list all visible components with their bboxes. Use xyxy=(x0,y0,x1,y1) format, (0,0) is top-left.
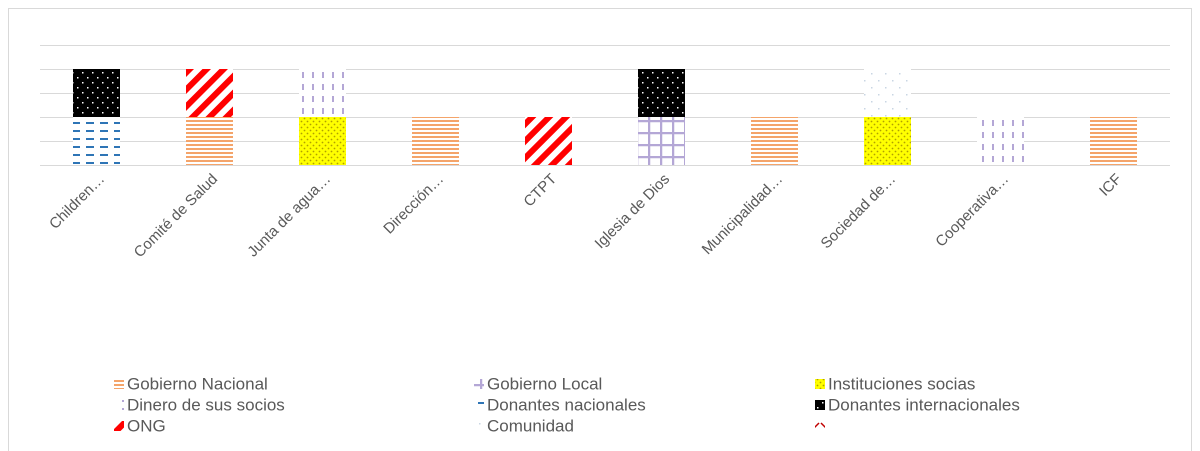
legend-label: Gobierno Nacional xyxy=(127,374,268,393)
x-tick-label: Comité de Salud xyxy=(131,171,221,261)
legend-swatch xyxy=(815,400,825,410)
bar-segment xyxy=(638,117,685,165)
legend-label: Donantes internacionales xyxy=(828,395,1020,414)
legend-swatch xyxy=(114,400,124,410)
bar-segment xyxy=(299,117,346,165)
legend-swatch xyxy=(815,379,825,389)
bar-segment xyxy=(977,117,1024,165)
legend-label: Gobierno Local xyxy=(487,374,602,393)
bar-segment xyxy=(864,117,911,165)
chart-border xyxy=(8,8,1192,451)
bar-segment xyxy=(186,117,233,165)
bar-segment xyxy=(73,117,120,165)
x-tick-label: Iglesia de Dios xyxy=(592,171,674,253)
bar-segment xyxy=(525,117,572,165)
x-tick-label: Dirección… xyxy=(380,171,447,238)
legend-label: Dinero de sus socios xyxy=(127,395,285,414)
bar-segment xyxy=(299,69,346,117)
bar-segment xyxy=(412,117,459,165)
legend-swatch xyxy=(474,421,484,431)
legend-label: Donantes nacionales xyxy=(487,395,646,414)
bar-segment xyxy=(73,69,120,117)
legend-swatch xyxy=(114,379,124,389)
bar-segment xyxy=(186,69,233,117)
legend-label: ONG xyxy=(127,416,166,435)
x-tick-label: CTPT xyxy=(520,171,560,211)
bar-segment xyxy=(751,117,798,165)
legend-swatch xyxy=(474,379,484,389)
bar-segment xyxy=(1090,117,1137,165)
x-tick-label: Sociedad de… xyxy=(818,171,900,253)
legend-label: Instituciones socias xyxy=(828,374,975,393)
x-tick-label: Junta de agua… xyxy=(244,171,334,261)
legend-swatch xyxy=(474,400,484,410)
x-tick-label: Cooperativa… xyxy=(932,171,1012,251)
x-tick-label: Municipalidad… xyxy=(699,171,786,258)
bar-segment xyxy=(864,69,911,117)
x-tick-label: Children… xyxy=(46,171,108,233)
legend-swatch xyxy=(114,421,124,431)
bar-segment xyxy=(638,69,685,117)
x-tick-label: ICF xyxy=(1096,171,1125,200)
legend-label: Comunidad xyxy=(487,416,574,435)
legend-swatch xyxy=(815,421,825,431)
